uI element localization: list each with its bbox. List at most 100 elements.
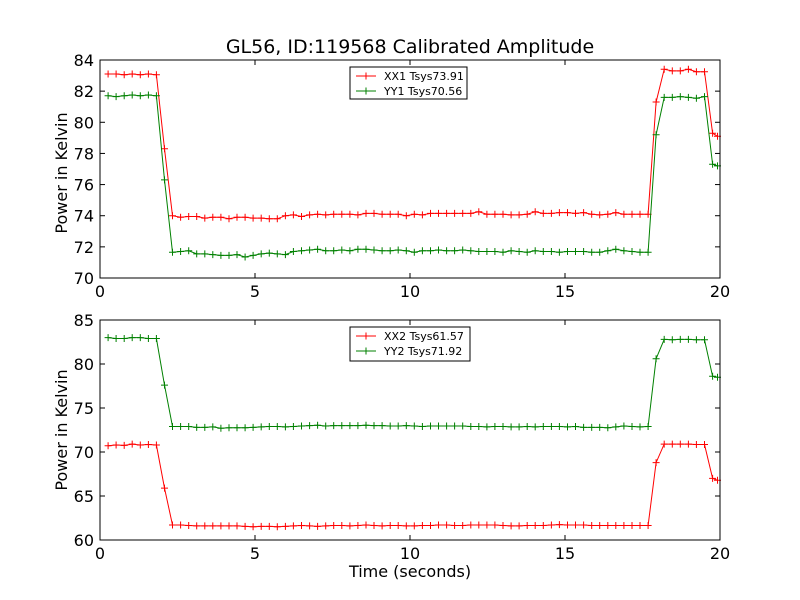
data-point	[491, 210, 499, 218]
data-point	[281, 251, 289, 259]
x-axis-label: Time (seconds)	[348, 562, 471, 581]
y-tick-label: 70	[74, 269, 94, 288]
data-point	[604, 247, 612, 255]
data-point	[572, 248, 579, 255]
data-point	[128, 334, 136, 342]
data-point	[418, 211, 426, 219]
legend: XX1 Tsys73.91 YY1 Tsys70.56	[349, 66, 468, 100]
legend-label: YY1 Tsys70.56	[383, 85, 462, 98]
data-point	[241, 424, 249, 432]
data-point	[652, 98, 660, 106]
data-point	[644, 248, 652, 256]
data-point	[483, 248, 491, 255]
x-tick-label: 5	[250, 544, 260, 563]
x-tick-label: 20	[710, 282, 730, 301]
data-point	[652, 131, 660, 139]
data-point	[475, 248, 483, 255]
data-point	[144, 70, 152, 78]
legend: XX2 Tsys61.57 YY2 Tsys71.92	[349, 326, 471, 362]
legend-box	[349, 326, 471, 362]
data-point	[273, 215, 281, 223]
data-point	[370, 246, 378, 254]
data-point	[491, 521, 499, 529]
legend-marker	[362, 87, 370, 95]
data-point	[709, 372, 717, 380]
data-point	[483, 423, 491, 431]
data-point	[281, 522, 289, 530]
data-point	[459, 522, 467, 529]
data-point	[588, 248, 596, 256]
data-point	[435, 209, 442, 217]
data-point	[338, 422, 346, 430]
data-point	[523, 522, 531, 529]
data-point	[596, 423, 604, 431]
data-point	[636, 248, 644, 256]
data-point	[169, 212, 176, 220]
data-point	[443, 247, 451, 255]
data-point	[265, 423, 273, 430]
data-point	[322, 247, 330, 255]
data-point	[136, 92, 144, 100]
data-point	[483, 210, 491, 218]
data-point	[394, 210, 402, 218]
data-point	[459, 422, 467, 430]
data-point	[177, 213, 185, 221]
y-tick-label: 80	[74, 355, 94, 374]
y-tick-label: 75	[74, 399, 94, 418]
data-point	[467, 209, 475, 217]
data-point	[233, 251, 241, 259]
data-point	[491, 423, 499, 430]
data-point	[427, 247, 434, 255]
data-point	[394, 246, 402, 254]
x-tick-label: 15	[555, 544, 575, 563]
data-point	[362, 421, 370, 429]
data-point	[322, 211, 330, 219]
data-point	[668, 93, 676, 101]
data-point	[459, 209, 467, 217]
data-point	[596, 248, 604, 256]
data-point	[572, 209, 579, 217]
data-point	[273, 423, 281, 430]
data-point	[402, 422, 410, 430]
data-point	[370, 522, 378, 529]
data-point	[378, 210, 386, 218]
y-axis-label-bottom: Power in Kelvin	[52, 369, 71, 490]
y-axis-label-top: Power in Kelvin	[52, 112, 71, 233]
data-point	[580, 521, 588, 529]
y-tick-label: 78	[74, 144, 94, 163]
y-tick-label: 76	[74, 176, 94, 195]
y-tick-label: 82	[74, 82, 94, 101]
data-point	[451, 247, 459, 255]
data-point	[386, 247, 394, 255]
data-point	[547, 423, 555, 430]
data-point	[515, 211, 523, 219]
data-point	[136, 441, 144, 449]
data-point	[531, 247, 539, 255]
data-point	[604, 522, 612, 529]
data-point	[298, 422, 305, 430]
y-tick-label: 80	[74, 113, 94, 132]
data-point	[467, 247, 475, 255]
data-point	[660, 440, 668, 448]
data-point	[338, 210, 346, 218]
data-point	[410, 210, 418, 218]
data-point	[620, 210, 628, 218]
data-point	[257, 522, 265, 530]
data-point	[112, 70, 120, 78]
data-point	[547, 521, 555, 529]
data-point	[273, 250, 281, 258]
data-point	[370, 209, 378, 217]
bottom-chart-panel: 0 5 10 15 20 60 65 70 75 80 85 XX2 Tsys61.57 YY2 Tsy…	[74, 311, 731, 563]
data-point	[257, 214, 265, 222]
data-point	[547, 209, 555, 217]
data-point	[257, 423, 265, 431]
data-point	[193, 522, 201, 530]
data-point	[362, 209, 370, 217]
data-point	[378, 522, 386, 530]
data-point	[644, 522, 652, 529]
y-tick-label: 85	[74, 311, 94, 330]
data-point	[580, 209, 588, 217]
data-point	[112, 441, 120, 449]
data-point	[676, 93, 684, 101]
